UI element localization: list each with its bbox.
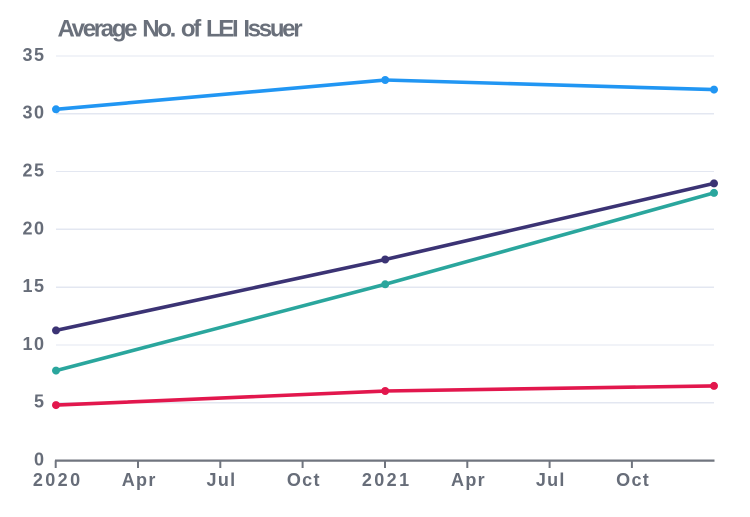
svg-text:Oct: Oct [287,470,321,490]
svg-text:2021: 2021 [362,470,412,490]
svg-text:35: 35 [22,45,45,65]
svg-text:Oct: Oct [616,470,650,490]
svg-text:10: 10 [22,334,45,354]
svg-text:Apr: Apr [122,470,157,490]
svg-text:25: 25 [22,161,45,181]
svg-text:Jul: Jul [207,470,237,490]
svg-text:20: 20 [22,218,45,238]
svg-text:2020: 2020 [33,470,83,490]
svg-text:Jul: Jul [536,470,566,490]
svg-text:Average No. of LEI Issuer: Average No. of LEI Issuer [58,16,303,43]
svg-text:5: 5 [34,392,46,412]
svg-text:Apr: Apr [451,470,486,490]
svg-text:15: 15 [22,276,45,296]
svg-text:30: 30 [22,103,45,123]
svg-text:0: 0 [34,450,46,470]
